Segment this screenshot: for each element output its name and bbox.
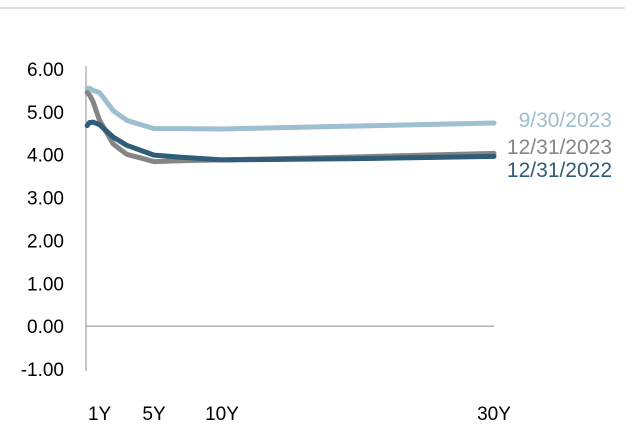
- y-tick-label: -1.00: [21, 360, 64, 381]
- x-tick-label: 5Y: [142, 404, 166, 425]
- y-tick-label: 1.00: [27, 274, 64, 295]
- series-label: 9/30/2023: [519, 109, 612, 132]
- y-tick-label: 0.00: [27, 317, 64, 338]
- series-label: 12/31/2022: [507, 159, 612, 182]
- series-lines: [84, 85, 497, 165]
- x-tick-label: 10Y: [205, 404, 239, 425]
- x-axis: 1Y 5Y 10Y 30Y: [86, 325, 511, 425]
- y-tick-label: 2.00: [27, 231, 64, 252]
- y-tick-label: 5.00: [27, 103, 64, 124]
- series-line: [84, 85, 497, 132]
- x-tick-label: 1Y: [88, 404, 112, 425]
- series-line: [84, 119, 497, 163]
- y-tick-label: 6.00: [27, 60, 64, 81]
- y-tick-label: 4.00: [27, 146, 64, 167]
- x-tick-label: 30Y: [477, 404, 511, 425]
- y-tick-label: 3.00: [27, 189, 64, 210]
- series-label: 12/31/2023: [507, 136, 612, 159]
- y-axis: 6.00 5.00 4.00 3.00 2.00 1.00 0.00 -1.00: [21, 60, 87, 381]
